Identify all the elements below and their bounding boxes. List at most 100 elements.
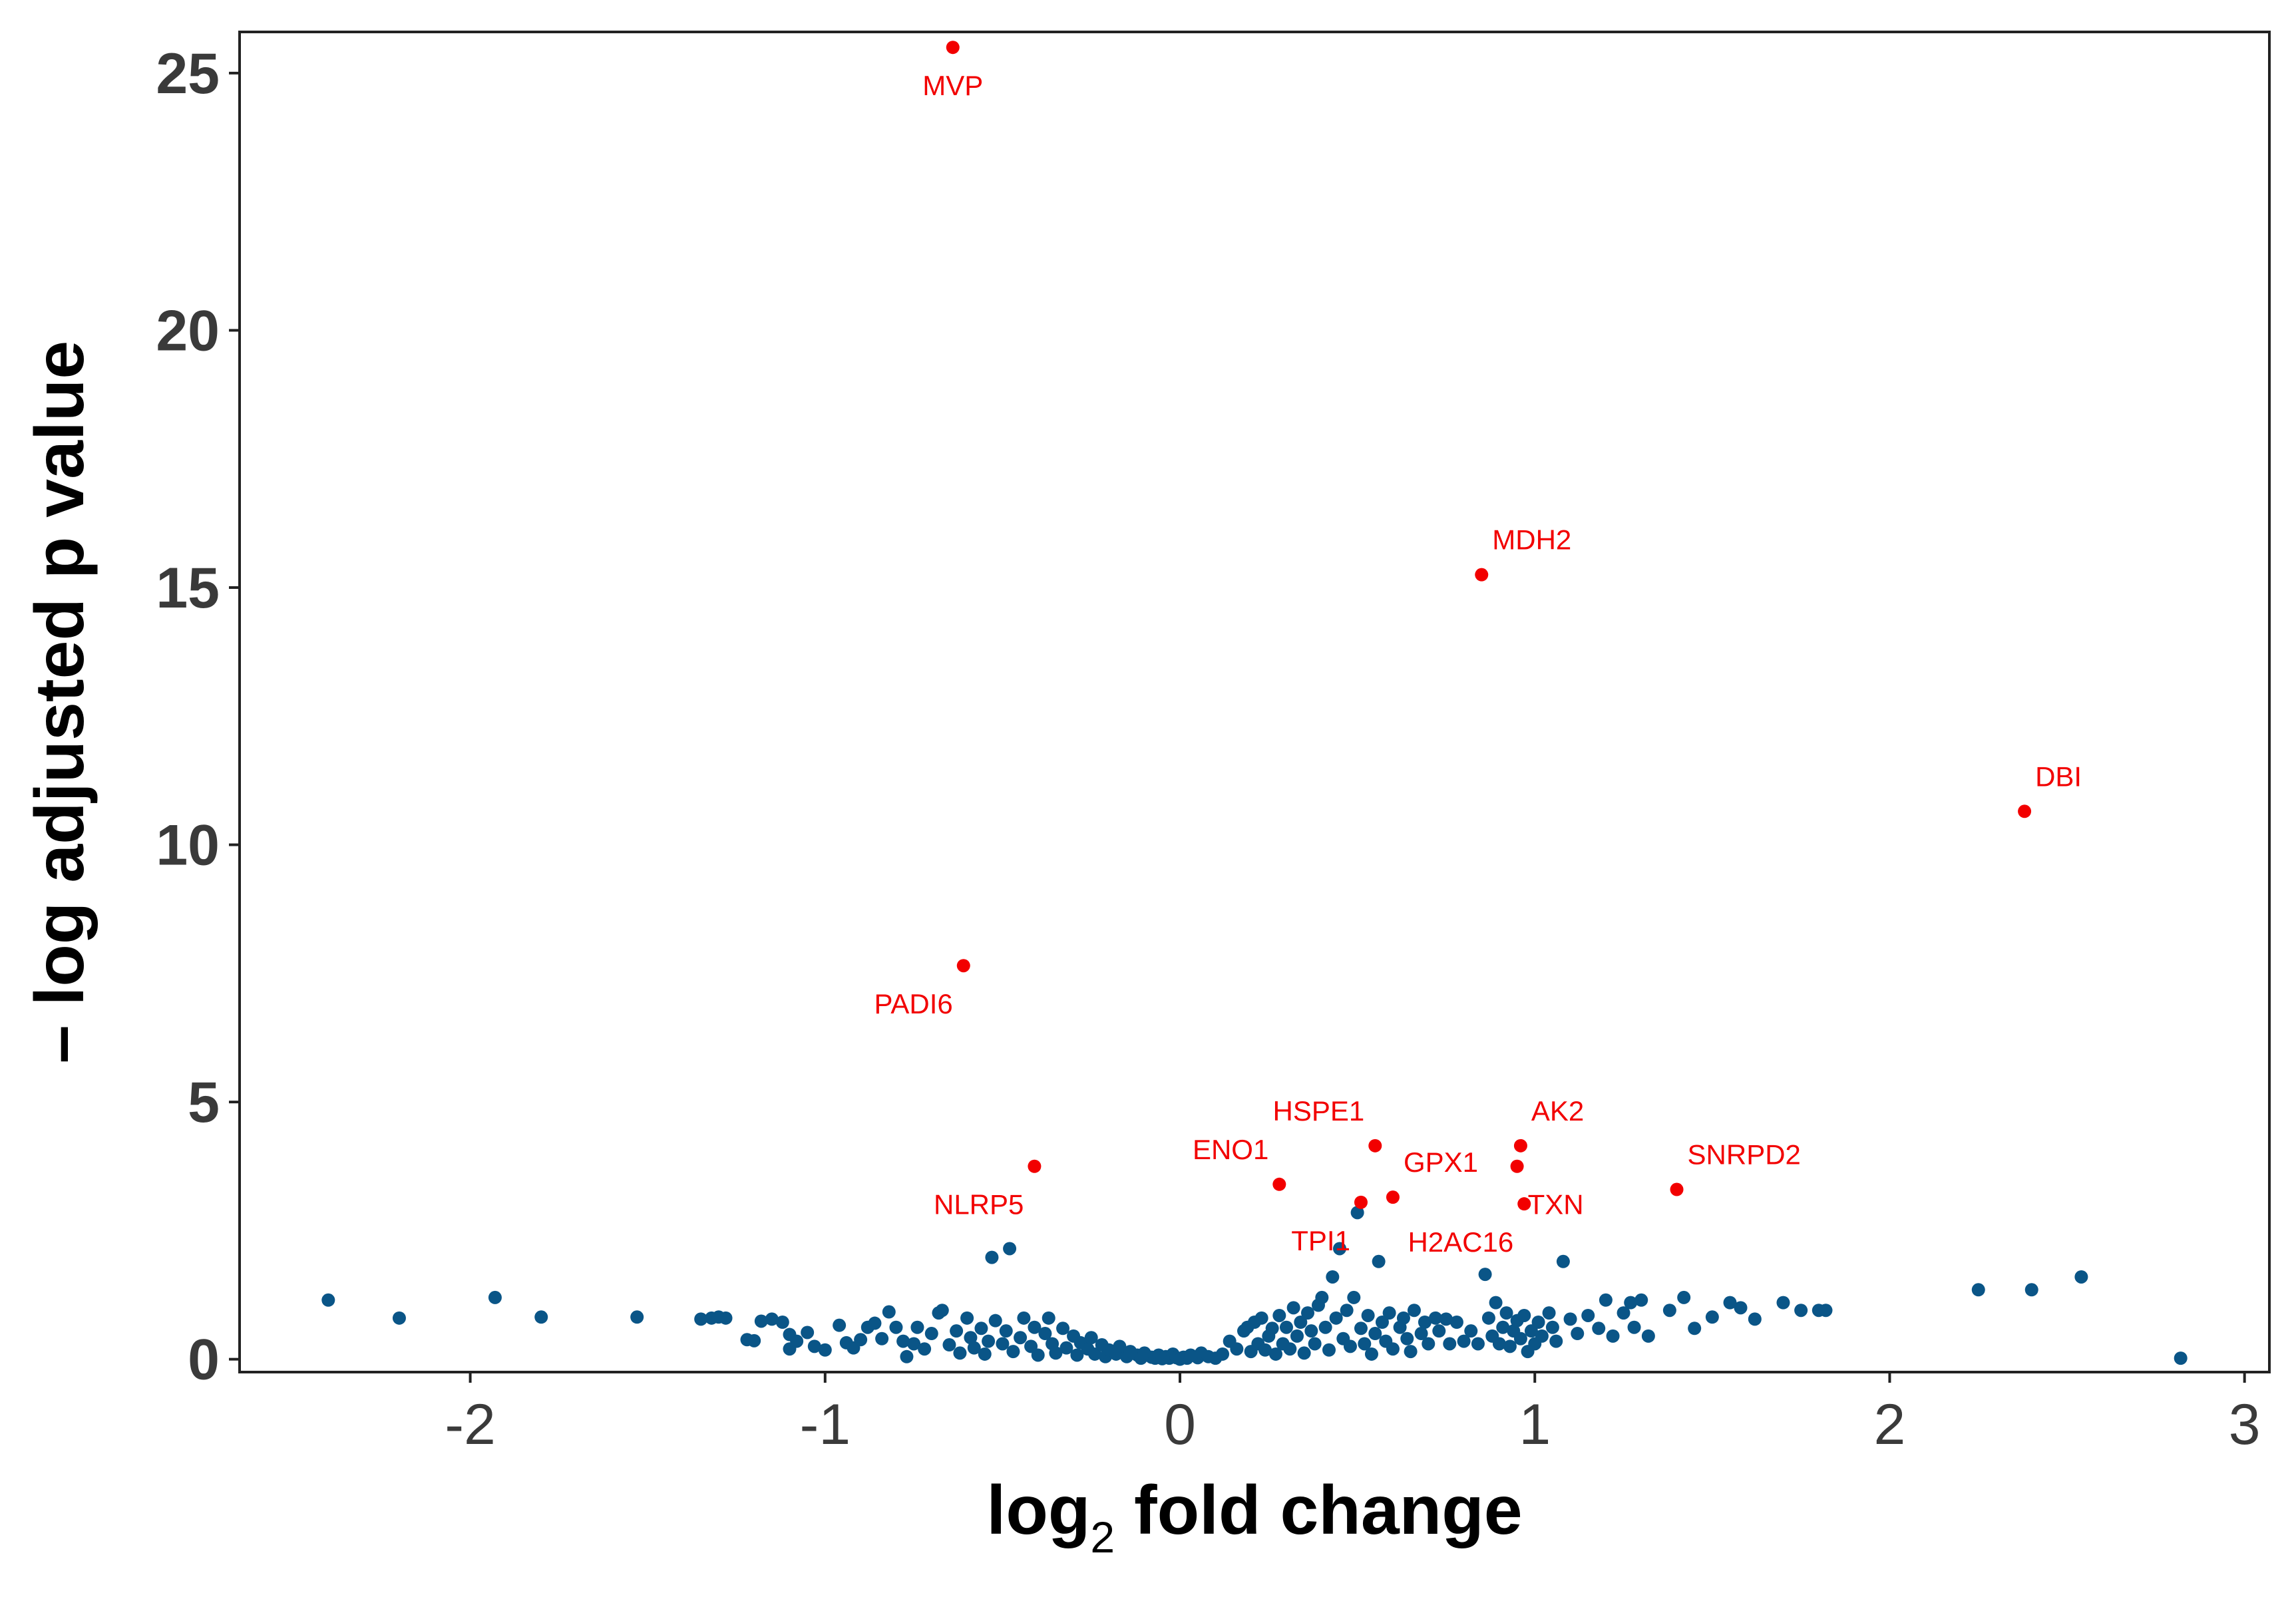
- nonsignificant-point: [967, 1341, 981, 1355]
- nonsignificant-point: [882, 1305, 896, 1319]
- nonsignificant-point: [1216, 1347, 1230, 1361]
- nonsignificant-point: [1340, 1304, 1354, 1318]
- nonsignificant-point: [1347, 1290, 1361, 1304]
- nonsignificant-point: [801, 1326, 815, 1339]
- nonsignificant-point: [1457, 1334, 1471, 1348]
- y-axis: 0 5 10 15 20 25: [156, 42, 240, 1392]
- nonsignificant-point: [1049, 1346, 1063, 1360]
- nonsignificant-point: [1606, 1329, 1620, 1343]
- significant-points: [946, 41, 2032, 1211]
- nonsignificant-point: [1300, 1306, 1314, 1320]
- nonsignificant-point: [854, 1333, 868, 1347]
- significant-point-gpx1: [1386, 1190, 1400, 1204]
- nonsignificant-point: [1088, 1347, 1102, 1361]
- nonsignificant-point: [630, 1310, 644, 1324]
- nonsignificant-point: [1372, 1254, 1386, 1268]
- significant-point-mvp: [946, 41, 960, 55]
- nonsignificant-point: [2074, 1270, 2088, 1284]
- nonsignificant-point: [1535, 1329, 1549, 1343]
- nonsignificant-point: [1449, 1316, 1463, 1330]
- nonsignificant-point: [2024, 1283, 2038, 1297]
- nonsignificant-point: [942, 1338, 956, 1352]
- significant-point-nlrp5: [1028, 1159, 1042, 1173]
- nonsignificant-point: [1059, 1341, 1073, 1355]
- nonsignificant-point: [1734, 1301, 1748, 1315]
- nonsignificant-point: [1003, 1242, 1017, 1256]
- nonsignificant-point: [978, 1347, 992, 1361]
- nonsignificant-point: [1794, 1304, 1808, 1318]
- nonsignificant-point: [719, 1311, 733, 1325]
- nonsignificant-point: [1368, 1327, 1382, 1341]
- nonsignificant-point: [1375, 1316, 1389, 1330]
- nonsignificant-point: [807, 1339, 821, 1353]
- nonsignificant-point: [900, 1349, 914, 1363]
- point-label-dbi: DBI: [2035, 761, 2082, 792]
- nonsignificant-point: [1513, 1331, 1527, 1345]
- nonsignificant-point: [765, 1312, 779, 1326]
- nonsignificant-point: [918, 1342, 932, 1356]
- y-tick-label: 10: [156, 814, 220, 878]
- nonsignificant-point: [999, 1324, 1013, 1338]
- nonsignificant-point: [1294, 1316, 1308, 1330]
- nonsignificant-point: [1113, 1339, 1127, 1353]
- nonsignificant-point: [1006, 1345, 1020, 1359]
- significant-point-eno1: [1272, 1177, 1286, 1191]
- nonsignificant-point: [694, 1312, 708, 1326]
- nonsignificant-point: [1258, 1343, 1272, 1357]
- significant-point-padi6: [956, 959, 970, 973]
- nonsignificant-point: [974, 1322, 988, 1335]
- nonsignificant-point: [1286, 1301, 1300, 1315]
- nonsignificant-point: [775, 1316, 789, 1330]
- nonsignificant-point: [996, 1337, 1010, 1351]
- nonsignificant-point: [1396, 1311, 1410, 1325]
- nonsignificant-point: [1014, 1331, 1028, 1345]
- nonsignificant-point: [1400, 1331, 1414, 1345]
- nonsignificant-point: [960, 1311, 974, 1325]
- nonsignificant-point: [1662, 1304, 1676, 1318]
- significant-point-hspe1: [1368, 1139, 1382, 1153]
- nonsignificant-point: [818, 1343, 832, 1357]
- nonsignificant-point: [1350, 1206, 1364, 1220]
- nonsignificant-point: [1439, 1312, 1453, 1326]
- nonsignificant-point: [1428, 1311, 1442, 1325]
- y-tick-label: 20: [156, 299, 220, 363]
- nonsignificant-point: [1624, 1296, 1638, 1310]
- nonsignificant-point: [1038, 1327, 1052, 1341]
- nonsignificant-point: [907, 1337, 921, 1351]
- nonsignificant-point: [1031, 1348, 1045, 1362]
- nonsignificant-point: [790, 1334, 804, 1348]
- nonsignificant-point: [1723, 1296, 1737, 1310]
- nonsignificant-point: [935, 1304, 949, 1318]
- nonsignificant-point: [1627, 1320, 1641, 1334]
- nonsignificant-point: [1382, 1306, 1396, 1320]
- plot-panel-border: [238, 31, 2271, 1373]
- nonsignificant-point: [1329, 1311, 1343, 1325]
- nonsignificant-point: [1354, 1322, 1368, 1335]
- nonsignificant-point: [985, 1250, 999, 1264]
- nonsignificant-point: [1492, 1337, 1506, 1351]
- y-tick-label: 25: [156, 42, 220, 106]
- nonsignificant-point: [1503, 1339, 1517, 1353]
- significant-point-txn: [1510, 1159, 1524, 1173]
- significant-point-tpi1: [1354, 1195, 1368, 1209]
- nonsignificant-point: [1414, 1327, 1428, 1341]
- x-tick-label: 3: [2229, 1393, 2261, 1457]
- nonsignificant-point: [1478, 1268, 1492, 1282]
- nonsignificant-point: [924, 1327, 938, 1341]
- nonsignificant-point: [875, 1331, 889, 1345]
- nonsignificant-point: [1464, 1324, 1478, 1338]
- x-axis-title-rest: fold change: [1115, 1472, 1522, 1549]
- point-label-gpx1: GPX1: [1404, 1147, 1478, 1178]
- nonsignificant-point: [1361, 1308, 1375, 1322]
- nonsignificant-point: [1290, 1329, 1304, 1343]
- point-label-txn: TXN: [1528, 1189, 1584, 1220]
- nonsignificant-point: [1471, 1337, 1485, 1351]
- nonsignificant-point: [896, 1334, 910, 1348]
- nonsignificant-point: [1017, 1311, 1031, 1325]
- nonsignificant-point: [1581, 1308, 1595, 1322]
- nonsignificant-point: [1272, 1308, 1286, 1322]
- nonsignificant-point: [1404, 1345, 1418, 1359]
- nonsignificant-point: [1297, 1346, 1311, 1360]
